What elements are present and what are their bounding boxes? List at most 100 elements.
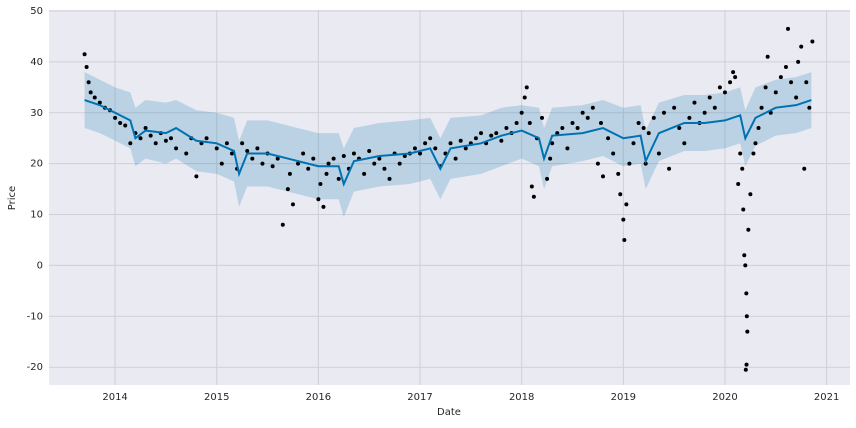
data-point <box>245 148 250 153</box>
data-point <box>97 100 102 105</box>
data-point <box>214 146 219 151</box>
data-point <box>600 174 605 179</box>
data-point <box>531 194 536 199</box>
data-point <box>778 75 783 80</box>
data-point <box>372 161 377 166</box>
data-point <box>138 136 143 141</box>
data-point <box>324 171 329 176</box>
x-tick-label: 2020 <box>712 392 737 403</box>
data-point <box>473 136 478 141</box>
data-point <box>229 151 234 156</box>
data-point <box>326 161 331 166</box>
data-point <box>402 154 407 159</box>
y-tick-label: 10 <box>30 210 43 221</box>
y-tick-label: -10 <box>27 311 43 322</box>
data-point <box>219 161 224 166</box>
data-point <box>692 100 697 105</box>
data-point <box>707 95 712 100</box>
data-point <box>463 146 468 151</box>
data-point <box>712 105 717 110</box>
data-point <box>789 80 794 85</box>
data-point <box>682 141 687 146</box>
data-point <box>163 138 168 143</box>
data-point <box>204 136 209 141</box>
data-point <box>88 90 93 95</box>
data-point <box>174 146 179 151</box>
data-point <box>565 146 570 151</box>
data-point <box>743 367 748 372</box>
data-point <box>807 105 812 110</box>
data-point <box>86 80 91 85</box>
data-point <box>84 64 89 69</box>
data-point <box>118 120 123 125</box>
data-point <box>656 151 661 156</box>
data-point <box>575 126 580 131</box>
data-point <box>687 115 692 120</box>
data-point <box>123 123 128 128</box>
data-point <box>184 151 189 156</box>
data-point <box>224 141 229 146</box>
x-tick-label: 2016 <box>306 392 331 403</box>
x-tick-label: 2015 <box>204 392 229 403</box>
data-point <box>260 161 265 166</box>
data-point <box>606 136 611 141</box>
y-axis-label: Price <box>7 186 18 210</box>
data-point <box>742 253 747 258</box>
data-point <box>773 90 778 95</box>
data-point <box>527 120 532 125</box>
data-point <box>677 126 682 131</box>
data-point <box>702 110 707 115</box>
x-tick-label: 2018 <box>509 392 534 403</box>
data-point <box>306 166 311 171</box>
x-tick-label: 2021 <box>814 392 839 403</box>
data-point <box>580 110 585 115</box>
data-point <box>351 151 356 156</box>
data-point <box>643 161 648 166</box>
data-point <box>672 105 677 110</box>
data-point <box>746 227 751 232</box>
data-point <box>736 182 741 187</box>
data-point <box>733 75 738 80</box>
data-point <box>316 197 321 202</box>
data-point <box>433 146 438 151</box>
data-point <box>810 39 815 44</box>
data-point <box>458 138 463 143</box>
data-point <box>646 131 651 136</box>
data-point <box>738 151 743 156</box>
y-tick-label: -20 <box>27 362 43 373</box>
data-point <box>744 362 749 367</box>
plot-area <box>49 10 850 385</box>
data-point <box>336 176 341 181</box>
data-point <box>550 141 555 146</box>
data-point <box>280 222 285 227</box>
data-point <box>290 202 295 207</box>
data-point <box>504 126 509 131</box>
data-point <box>748 192 753 197</box>
data-point <box>641 126 646 131</box>
data-point <box>428 136 433 141</box>
data-point <box>548 156 553 161</box>
data-point <box>423 141 428 146</box>
data-point <box>529 184 534 189</box>
y-tick-label: 40 <box>30 57 43 68</box>
data-point <box>367 148 372 153</box>
forecast-line <box>84 99 812 187</box>
data-point <box>362 171 367 176</box>
data-point <box>301 151 306 156</box>
data-point <box>113 115 118 120</box>
data-point <box>785 26 790 31</box>
data-point <box>250 156 255 161</box>
data-point <box>731 70 736 75</box>
data-point <box>318 182 323 187</box>
data-point <box>717 85 722 90</box>
data-point <box>728 80 733 85</box>
data-point <box>763 85 768 90</box>
data-point <box>745 329 750 334</box>
data-point <box>804 80 809 85</box>
data-point <box>560 126 565 131</box>
data-point <box>740 166 745 171</box>
data-point <box>479 131 484 136</box>
data-point <box>765 54 770 59</box>
data-point <box>387 176 392 181</box>
